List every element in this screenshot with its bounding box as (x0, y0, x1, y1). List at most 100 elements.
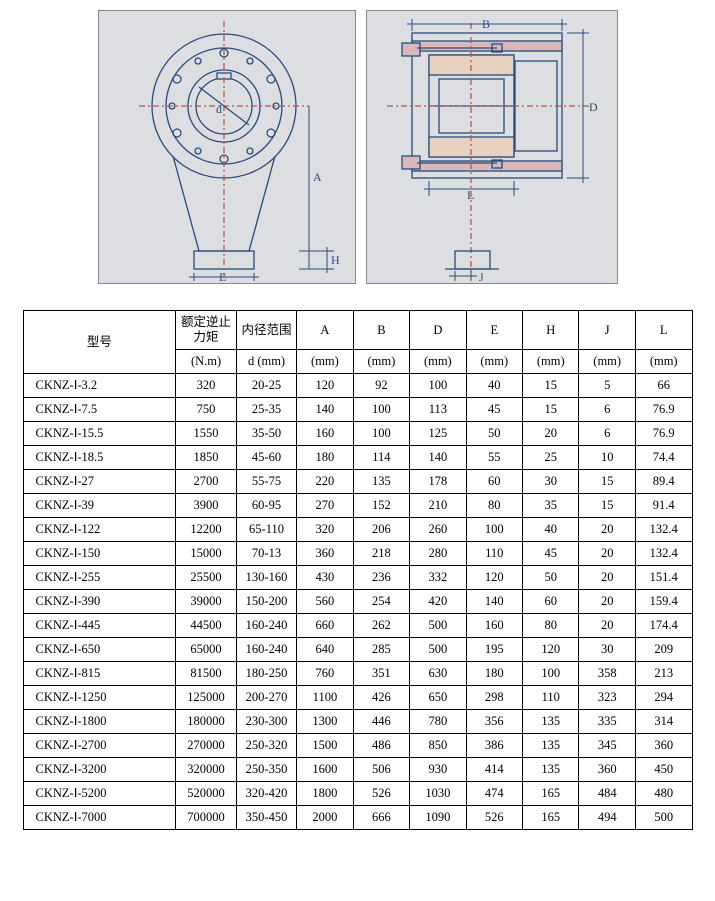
cell: CKNZ-Ⅰ-150 (23, 542, 176, 566)
cell: 314 (635, 710, 692, 734)
unit-bore: d (mm) (236, 350, 296, 374)
cell: 45-60 (236, 446, 296, 470)
cell: 270000 (176, 734, 237, 758)
cell: 20 (579, 614, 635, 638)
cell: CKNZ-Ⅰ-3.2 (23, 374, 176, 398)
cell: 500 (410, 614, 466, 638)
cell: CKNZ-Ⅰ-39 (23, 494, 176, 518)
cell: 150-200 (236, 590, 296, 614)
cell: 80 (466, 494, 522, 518)
cell: 195 (466, 638, 522, 662)
cell: 110 (466, 542, 522, 566)
cell: 65-110 (236, 518, 296, 542)
table-row: CKNZ-Ⅰ-5200520000320-4201800526103047416… (23, 782, 692, 806)
cell: 254 (353, 590, 409, 614)
table-row: CKNZ-Ⅰ-65065000160-240640285500195120302… (23, 638, 692, 662)
cell: 420 (410, 590, 466, 614)
svg-text:L: L (467, 188, 474, 202)
cell: 180-250 (236, 662, 296, 686)
col-B: B (353, 311, 409, 350)
cell: 360 (579, 758, 635, 782)
cell: 25 (523, 446, 579, 470)
cell: CKNZ-Ⅰ-255 (23, 566, 176, 590)
cell: 426 (353, 686, 409, 710)
table-row: CKNZ-Ⅰ-81581500180-250760351630180100358… (23, 662, 692, 686)
table-row: CKNZ-Ⅰ-1501500070-133602182801104520132.… (23, 542, 692, 566)
unit-B: (mm) (353, 350, 409, 374)
cell: 332 (410, 566, 466, 590)
cell: 151.4 (635, 566, 692, 590)
cell: 414 (466, 758, 522, 782)
cell: 44500 (176, 614, 237, 638)
cell: 113 (410, 398, 466, 422)
cell: 30 (579, 638, 635, 662)
cell: CKNZ-Ⅰ-3200 (23, 758, 176, 782)
cell: 100 (466, 518, 522, 542)
cell: 200-270 (236, 686, 296, 710)
cell: 206 (353, 518, 409, 542)
cell: CKNZ-Ⅰ-27 (23, 470, 176, 494)
cell: 285 (353, 638, 409, 662)
cell: 110 (523, 686, 579, 710)
cell: 484 (579, 782, 635, 806)
svg-text:E: E (219, 270, 226, 283)
table-row: CKNZ-Ⅰ-25525500130-160430236332120502015… (23, 566, 692, 590)
cell: 15000 (176, 542, 237, 566)
cell: 89.4 (635, 470, 692, 494)
cell: 140 (466, 590, 522, 614)
cell: 1800 (297, 782, 353, 806)
svg-text:d: d (216, 102, 222, 116)
cell: 320000 (176, 758, 237, 782)
cell: 160 (466, 614, 522, 638)
cell: 35-50 (236, 422, 296, 446)
cell: 65000 (176, 638, 237, 662)
cell: 120 (523, 638, 579, 662)
cell: 60 (466, 470, 522, 494)
cell: 100 (523, 662, 579, 686)
cell: CKNZ-Ⅰ-2700 (23, 734, 176, 758)
cell: 526 (353, 782, 409, 806)
cell: 486 (353, 734, 409, 758)
unit-D: (mm) (410, 350, 466, 374)
cell: 270 (297, 494, 353, 518)
cell: CKNZ-Ⅰ-815 (23, 662, 176, 686)
table-row: CKNZ-Ⅰ-3200320000250-3501600506930414135… (23, 758, 692, 782)
cell: 220 (297, 470, 353, 494)
svg-text:A: A (313, 170, 322, 184)
cell: 345 (579, 734, 635, 758)
cell: 930 (410, 758, 466, 782)
cell: 135 (523, 734, 579, 758)
cell: 210 (410, 494, 466, 518)
cell: 262 (353, 614, 409, 638)
unit-E: (mm) (466, 350, 522, 374)
cell: 386 (466, 734, 522, 758)
cell: 60 (523, 590, 579, 614)
cell: 160-240 (236, 614, 296, 638)
cell: 120 (297, 374, 353, 398)
cell: 213 (635, 662, 692, 686)
cell: 209 (635, 638, 692, 662)
cell: 55 (466, 446, 522, 470)
cell: 39000 (176, 590, 237, 614)
cell: CKNZ-Ⅰ-15.5 (23, 422, 176, 446)
spec-table: 型号 额定逆止力矩 内径范围 A B D E H J L (N.m) d (mm… (23, 310, 693, 830)
cell: CKNZ-Ⅰ-18.5 (23, 446, 176, 470)
cell: 12200 (176, 518, 237, 542)
cell: 358 (579, 662, 635, 686)
table-row: CKNZ-Ⅰ-2700270000250-3201500486850386135… (23, 734, 692, 758)
cell: 260 (410, 518, 466, 542)
unit-A: (mm) (297, 350, 353, 374)
table-row: CKNZ-Ⅰ-27270055-7522013517860301589.4 (23, 470, 692, 494)
cell: 40 (523, 518, 579, 542)
cell: 320 (297, 518, 353, 542)
cell: CKNZ-Ⅰ-1800 (23, 710, 176, 734)
cell: 1600 (297, 758, 353, 782)
cell: CKNZ-Ⅰ-7000 (23, 806, 176, 830)
cell: 165 (523, 782, 579, 806)
cell: 159.4 (635, 590, 692, 614)
cell: 666 (353, 806, 409, 830)
cell: 218 (353, 542, 409, 566)
cell: 25-35 (236, 398, 296, 422)
cell: 20-25 (236, 374, 296, 398)
cell: 10 (579, 446, 635, 470)
